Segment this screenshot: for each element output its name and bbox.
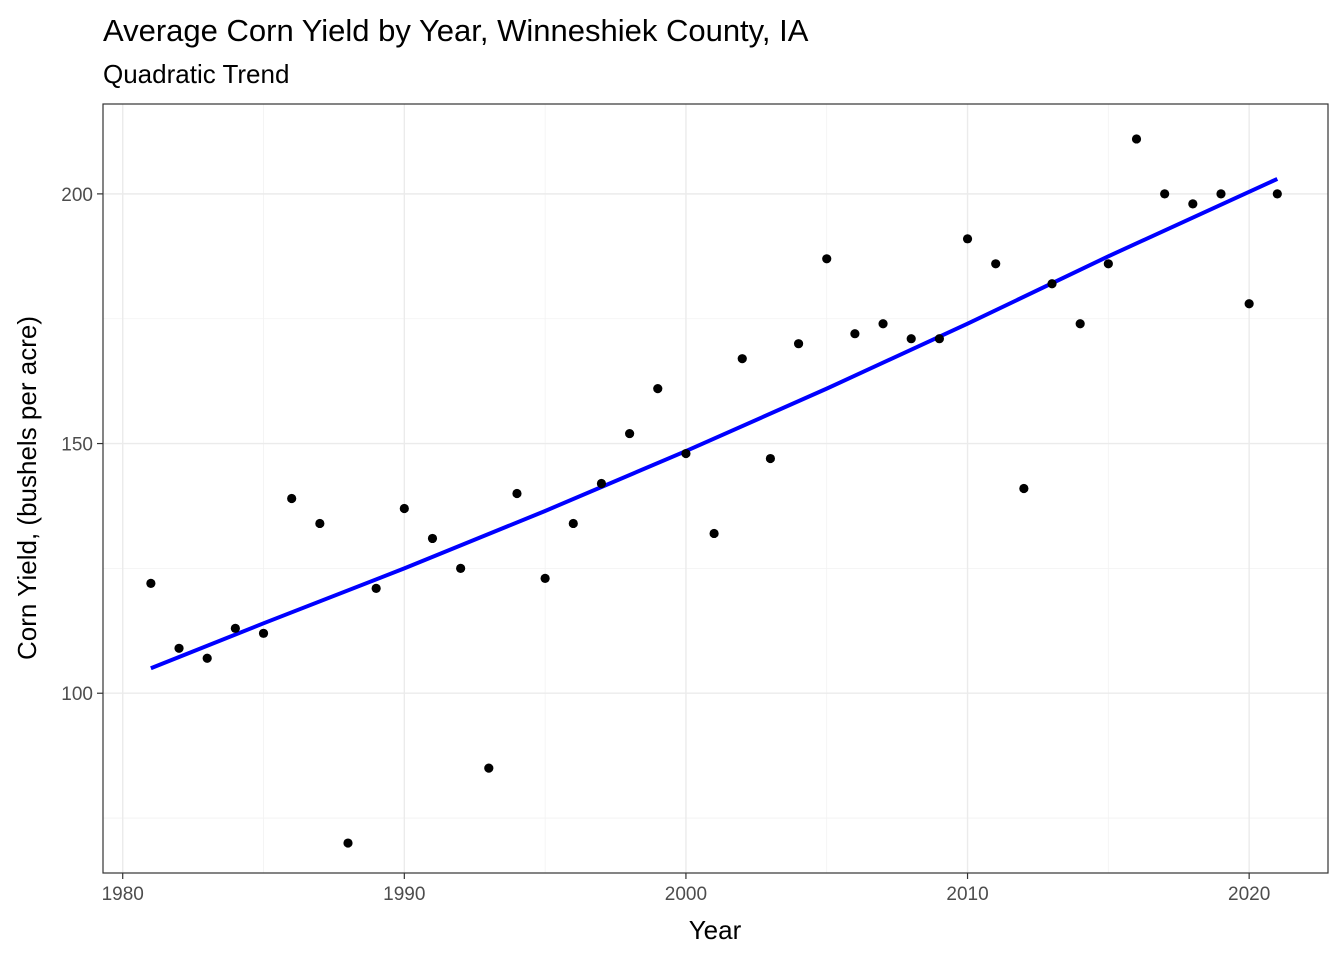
data-point [484, 763, 494, 773]
points-layer [146, 134, 1282, 848]
data-point [850, 329, 860, 339]
chart-title: Average Corn Yield by Year, Winneshiek C… [103, 13, 809, 48]
data-point [596, 478, 607, 489]
data-point [174, 643, 184, 653]
y-axis: 100 150 200 [61, 185, 103, 705]
data-point [1131, 134, 1142, 144]
data-point [512, 488, 522, 499]
y-tick-label: 100 [61, 684, 93, 705]
x-tick-label: 2010 [946, 884, 988, 905]
data-point [1075, 319, 1085, 329]
y-axis-title: Corn Yield, (bushels per acre) [12, 316, 42, 660]
data-point [1188, 199, 1198, 209]
data-point [737, 354, 747, 364]
x-tick-label: 2000 [665, 884, 707, 905]
y-tick-label: 150 [61, 435, 93, 456]
data-point [1160, 189, 1170, 199]
data-point [287, 493, 297, 504]
data-point [1216, 189, 1226, 199]
panel-border [102, 103, 1329, 874]
data-point [681, 448, 691, 459]
data-point [258, 628, 269, 638]
data-point [822, 254, 832, 264]
data-point [793, 339, 804, 349]
data-point [1019, 483, 1029, 494]
data-point [202, 653, 212, 663]
data-point [146, 578, 156, 588]
data-point [540, 573, 550, 583]
data-point [315, 518, 325, 529]
x-tick-label: 2020 [1228, 884, 1270, 905]
x-axis-title: Year [689, 915, 742, 945]
data-point [399, 503, 409, 514]
data-point [962, 234, 973, 244]
data-point [1047, 279, 1057, 289]
data-point [230, 623, 240, 633]
data-point [991, 259, 1001, 269]
data-point [456, 563, 466, 573]
data-point [1103, 259, 1113, 269]
data-point [427, 533, 438, 544]
grid [103, 104, 1328, 873]
data-point [906, 334, 916, 344]
x-tick-label: 1980 [102, 884, 144, 905]
x-axis: 1980 1990 2000 2010 2020 [102, 873, 1270, 905]
data-point [765, 453, 776, 464]
y-tick-label: 200 [61, 185, 93, 206]
data-point [934, 334, 944, 344]
data-point [878, 319, 888, 329]
data-point [1244, 299, 1254, 309]
chart-subtitle: Quadratic Trend [103, 59, 289, 89]
data-point [709, 528, 719, 539]
data-point [625, 428, 635, 439]
data-point [371, 583, 381, 593]
x-tick-label: 1990 [383, 884, 425, 905]
data-point [343, 838, 353, 848]
data-point [568, 518, 578, 529]
data-point [653, 384, 663, 394]
data-point [1272, 189, 1282, 199]
